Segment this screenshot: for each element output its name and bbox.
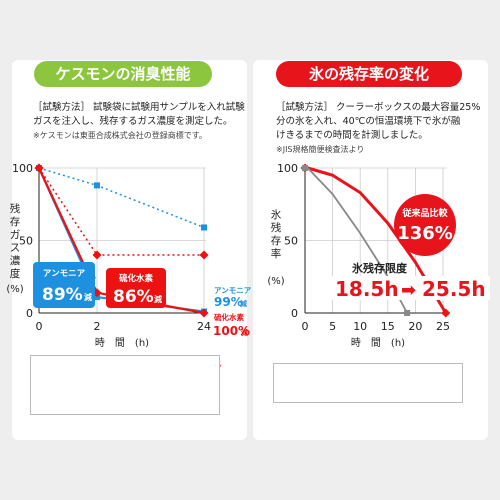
left-series-line bbox=[38, 167, 205, 229]
left-y-axis-label: 度 bbox=[10, 267, 21, 280]
right-data-point bbox=[404, 310, 411, 316]
right-x-tick-label: 25 bbox=[436, 320, 450, 333]
right-legend bbox=[273, 363, 463, 403]
right-x-tick-label: 15 bbox=[381, 320, 395, 333]
right-method-line2: 分の氷を入れ、40℃の恒温環境下で氷が融 bbox=[276, 116, 461, 127]
ammonia-badge-value-front: 89% bbox=[42, 285, 83, 305]
time-after: 25.5h bbox=[422, 277, 486, 301]
side-ammonia-value: 99% bbox=[214, 295, 243, 309]
left-y-axis-label: ガ bbox=[10, 229, 21, 241]
right-y-tick-label: 0 bbox=[291, 307, 298, 320]
left-y-axis-label: 濃 bbox=[10, 254, 21, 267]
left-x-tick-label: 0 bbox=[36, 320, 43, 333]
right-y-axis-unit: (%) bbox=[267, 276, 284, 287]
ammonia-badge-name-front: アンモニア bbox=[43, 269, 86, 279]
side-h2s-suffix: 減 bbox=[241, 328, 248, 337]
right-method-line3: けきるまでの時間を計測しました。 bbox=[276, 130, 428, 141]
left-method-note: ※ケスモンは東亜合成株式会社の登録商標です。 bbox=[33, 131, 207, 140]
right-x-tick-label: 0 bbox=[302, 320, 309, 333]
right-method-text: ［試験方法］ クーラーボックスの最大容量25% 分の氷を入れ、40℃の恒温環境下… bbox=[276, 101, 480, 157]
right-y-axis-label: 氷 bbox=[271, 208, 282, 221]
left-x-tick-label: 24 bbox=[197, 320, 211, 333]
left-method-text: ［試験方法］ 試験袋に試験用サンプルを入れ試験 ガスを注入し、残存するガス濃度を… bbox=[33, 101, 245, 143]
h2s-badge-suffix: 減 bbox=[154, 294, 162, 304]
h2s-badge-box bbox=[106, 268, 166, 308]
left-y-tick-label: 100 bbox=[12, 162, 33, 175]
right-method-line1: ［試験方法］ クーラーボックスの最大容量25% bbox=[276, 102, 481, 113]
ammonia-badge-box bbox=[33, 262, 95, 308]
left-data-point bbox=[199, 250, 209, 260]
right-y-axis-label: 残 bbox=[271, 221, 282, 234]
left-data-point bbox=[34, 163, 44, 173]
left-y-tick-label: 0 bbox=[26, 307, 33, 320]
left-data-point bbox=[201, 224, 207, 231]
right-x-axis-label: 時 間 (h) bbox=[351, 337, 405, 349]
right-y-axis-label: 存 bbox=[271, 234, 282, 247]
left-y-axis-label: 存 bbox=[10, 215, 21, 228]
right-y-tick-label: 100 bbox=[277, 162, 298, 175]
ice-retention-title: 氷の残存率の変化 bbox=[276, 61, 462, 87]
side-ammonia-suffix: 減 bbox=[240, 299, 247, 308]
left-data-point bbox=[199, 308, 209, 318]
h2s-badge-name: 硫化水素 bbox=[119, 273, 154, 284]
left-y-tick-label: 50 bbox=[19, 235, 33, 248]
comparison-badge-label: 従来品比較 bbox=[401, 207, 448, 219]
left-series-line bbox=[38, 167, 204, 256]
right-x-tick-label: 5 bbox=[329, 320, 336, 333]
h2s-badge-value: 86% bbox=[113, 287, 154, 307]
left-y-axis-unit: (%) bbox=[6, 284, 23, 295]
left-y-axis-label: ス bbox=[10, 242, 21, 254]
left-x-tick-label: 2 bbox=[94, 320, 101, 333]
right-y-tick-label: 50 bbox=[284, 235, 298, 248]
right-x-tick-label: 10 bbox=[353, 320, 367, 333]
deodorizing-title: ケスモンの消臭性能 bbox=[34, 61, 212, 87]
comparison-badge bbox=[394, 194, 456, 256]
left-x-axis-label: 時 間 (h) bbox=[95, 337, 149, 349]
time-label-bg bbox=[332, 276, 490, 300]
right-method-note: ※JIS規格簡便検査法より bbox=[276, 145, 365, 154]
right-y-axis-label: 率 bbox=[271, 247, 282, 260]
left-data-point bbox=[92, 250, 102, 260]
time-before: 18.5h bbox=[335, 277, 399, 301]
ammonia-badge-suffix-front: 減 bbox=[84, 292, 92, 302]
left-method-line1: ［試験方法］ 試験袋に試験用サンプルを入れ試験 bbox=[33, 102, 245, 113]
time-arrow: ➡ bbox=[401, 280, 416, 301]
side-ammonia-name: アンモニア bbox=[214, 286, 252, 295]
side-h2s-name: 硫化水素 bbox=[214, 312, 244, 322]
right-x-tick-label: 20 bbox=[408, 320, 422, 333]
left-method-line2: ガスを注入し、残存するガス濃度を測定した。 bbox=[33, 116, 233, 127]
left-y-axis-label: 残 bbox=[10, 202, 21, 215]
side-h2s-value: 100% bbox=[213, 324, 250, 338]
comparison-badge-value: 136% bbox=[397, 223, 453, 244]
right-data-point bbox=[441, 308, 451, 318]
right-data-point bbox=[302, 165, 308, 171]
left-legend bbox=[30, 355, 220, 415]
ice-limit-label: 氷残存限度 bbox=[352, 261, 408, 275]
left-data-point bbox=[94, 182, 100, 189]
